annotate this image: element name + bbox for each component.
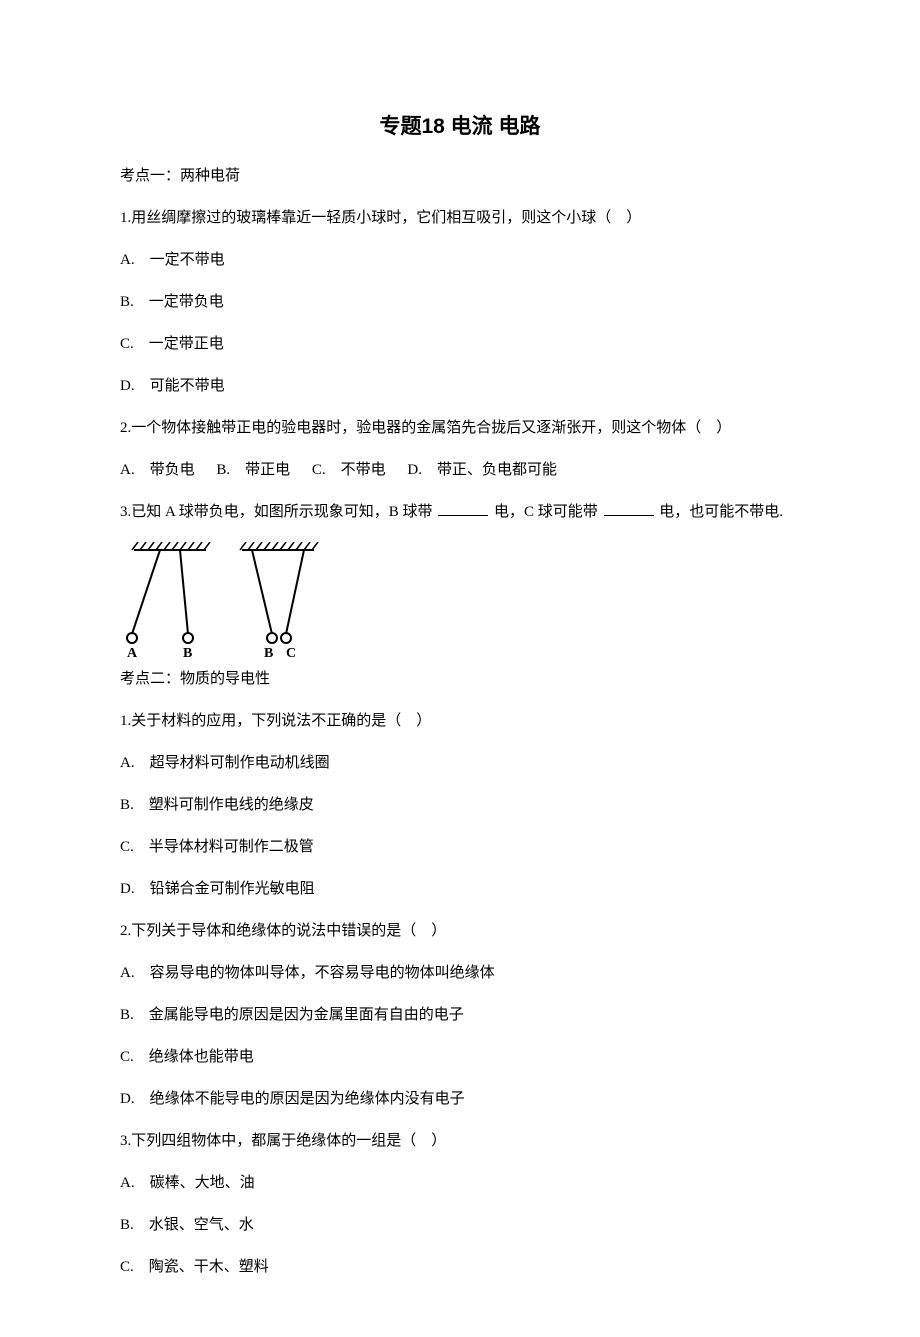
s1-q3-before: 3.已知 A 球带负电，如图所示现象可知，B 球带 xyxy=(120,504,436,520)
s1-q1-optC: C. 一定带正电 xyxy=(120,332,800,356)
s2-q2-optC: C. 绝缘体也能带电 xyxy=(120,1045,800,1069)
s1-q2-text: 2.一个物体接触带正电的验电器时，验电器的金属箔先合拢后又逐渐张开，则这个物体（… xyxy=(120,416,800,440)
s1-q2-optA: A. 带负电 xyxy=(120,462,195,478)
label-A: A xyxy=(127,646,138,660)
page-title: 专题18 电流 电路 xyxy=(120,110,800,140)
s1-q1-optB: B. 一定带负电 xyxy=(120,290,800,314)
label-B2: B xyxy=(264,646,273,660)
blank-2 xyxy=(604,501,654,516)
s2-q1-optC: C. 半导体材料可制作二极管 xyxy=(120,835,800,859)
s2-q2-text: 2.下列关于导体和绝缘体的说法中错误的是（ ） xyxy=(120,919,800,943)
s1-q3-mid: 电，C 球可能带 xyxy=(490,504,601,520)
s2-q1-text: 1.关于材料的应用，下列说法不正确的是（ ） xyxy=(120,709,800,733)
s1-q3-after: 电，也可能不带电. xyxy=(656,504,784,520)
section-1-header: 考点一：两种电荷 xyxy=(120,164,800,188)
label-B1: B xyxy=(183,646,192,660)
s2-q1-optA: A. 超导材料可制作电动机线圈 xyxy=(120,751,800,775)
pendulum-diagram: A B B C xyxy=(120,542,800,665)
pendulum-svg: A B B C xyxy=(120,542,320,660)
section-2-header: 考点二：物质的导电性 xyxy=(120,667,800,691)
s1-q2-optC: C. 不带电 xyxy=(312,462,386,478)
label-C: C xyxy=(286,646,296,660)
s1-q2-options: A. 带负电 B. 带正电 C. 不带电 D. 带正、负电都可能 xyxy=(120,458,800,482)
s2-q1-optD: D. 铅锑合金可制作光敏电阻 xyxy=(120,877,800,901)
s2-q3-optA: A. 碳棒、大地、油 xyxy=(120,1171,800,1195)
s2-q2-optB: B. 金属能导电的原因是因为金属里面有自由的电子 xyxy=(120,1003,800,1027)
s1-q1-optA: A. 一定不带电 xyxy=(120,248,800,272)
blank-1 xyxy=(438,501,488,516)
s1-q2-optD: D. 带正、负电都可能 xyxy=(407,462,557,478)
s1-q1-text: 1.用丝绸摩擦过的玻璃棒靠近一轻质小球时，它们相互吸引，则这个小球（ ） xyxy=(120,206,800,230)
s2-q3-optC: C. 陶瓷、干木、塑料 xyxy=(120,1255,800,1279)
s1-q1-optD: D. 可能不带电 xyxy=(120,374,800,398)
s2-q3-optB: B. 水银、空气、水 xyxy=(120,1213,800,1237)
s2-q2-optD: D. 绝缘体不能导电的原因是因为绝缘体内没有电子 xyxy=(120,1087,800,1111)
s2-q2-optA: A. 容易导电的物体叫导体，不容易导电的物体叫绝缘体 xyxy=(120,961,800,985)
s1-q3-text: 3.已知 A 球带负电，如图所示现象可知，B 球带 电，C 球可能带 电，也可能… xyxy=(120,500,800,524)
s2-q1-optB: B. 塑料可制作电线的绝缘皮 xyxy=(120,793,800,817)
s2-q3-text: 3.下列四组物体中，都属于绝缘体的一组是（ ） xyxy=(120,1129,800,1153)
s1-q2-optB: B. 带正电 xyxy=(216,462,290,478)
